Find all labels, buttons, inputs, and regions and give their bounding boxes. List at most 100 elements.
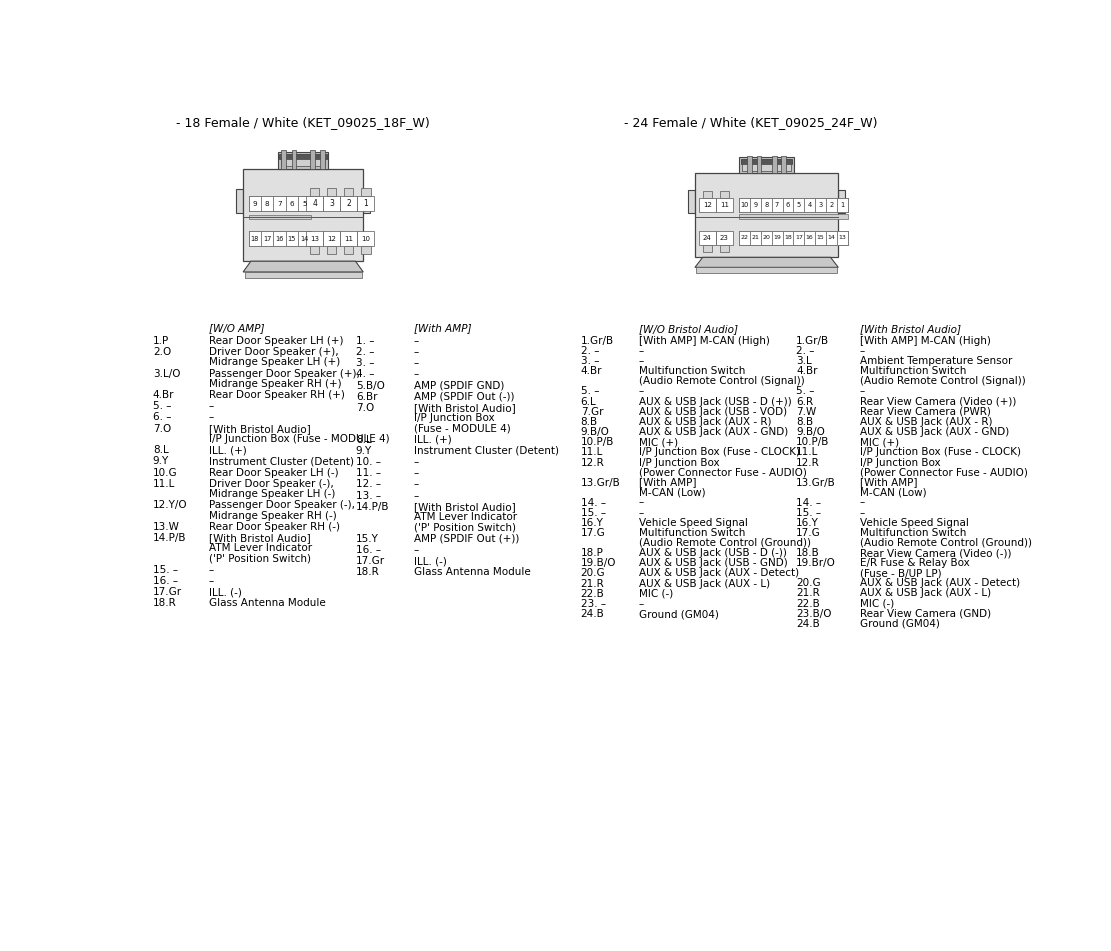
Bar	[739, 214, 848, 219]
Bar	[243, 168, 363, 262]
Text: MIC (+): MIC (+)	[639, 437, 678, 447]
Text: 11.L: 11.L	[797, 447, 819, 457]
Text: 9: 9	[753, 202, 758, 207]
Text: 5. –: 5. –	[581, 386, 599, 397]
Text: –: –	[209, 413, 214, 422]
Text: 16.Y: 16.Y	[797, 518, 819, 528]
Bar	[273, 231, 286, 246]
Text: - 18 Female / White (KET_09025_18F_W): - 18 Female / White (KET_09025_18F_W)	[177, 116, 430, 129]
Text: 13: 13	[839, 235, 847, 241]
Text: 16: 16	[276, 236, 283, 242]
Text: 14. –: 14. –	[797, 497, 821, 508]
Text: –: –	[860, 386, 864, 397]
Text: 18.R: 18.R	[153, 598, 177, 609]
Bar	[249, 196, 311, 211]
Text: 10.P/B: 10.P/B	[581, 437, 614, 447]
Bar	[281, 150, 287, 168]
Text: 9.B/O: 9.B/O	[581, 427, 610, 437]
Text: –: –	[639, 508, 644, 517]
Bar	[815, 198, 825, 212]
Text: –: –	[414, 359, 419, 368]
Text: 16.Y: 16.Y	[581, 518, 603, 528]
Bar	[237, 188, 243, 213]
Bar	[815, 231, 825, 244]
Text: 8.B: 8.B	[797, 417, 813, 427]
Text: –: –	[414, 479, 419, 490]
Text: (Audio Remote Control (Ground)): (Audio Remote Control (Ground))	[860, 538, 1032, 548]
Text: 12: 12	[328, 236, 337, 242]
Text: - 24 Female / White (KET_09025_24F_W): - 24 Female / White (KET_09025_24F_W)	[624, 116, 878, 129]
Text: 13: 13	[310, 236, 319, 242]
Text: 11. –: 11. –	[356, 468, 381, 478]
Text: [With Bristol Audio]: [With Bristol Audio]	[209, 423, 310, 434]
Bar	[358, 231, 374, 246]
Bar	[344, 188, 353, 196]
Text: [With Bristol Audio]: [With Bristol Audio]	[860, 324, 961, 335]
Bar	[761, 198, 772, 212]
Text: 5: 5	[797, 202, 801, 207]
Bar	[327, 188, 337, 196]
Text: 9.Y: 9.Y	[356, 446, 372, 456]
Text: 19.Br/O: 19.Br/O	[797, 558, 835, 569]
Text: 14.P/B: 14.P/B	[356, 502, 389, 512]
Bar	[697, 267, 837, 273]
Bar	[739, 198, 750, 212]
Text: 14: 14	[828, 235, 835, 241]
Text: 13.Gr/B: 13.Gr/B	[581, 477, 620, 488]
Text: 22.B: 22.B	[797, 598, 820, 609]
Text: 15: 15	[817, 235, 824, 241]
Text: 2. –: 2. –	[797, 346, 814, 356]
Text: Driver Door Speaker (+),: Driver Door Speaker (+),	[209, 347, 338, 357]
Text: Multifunction Switch: Multifunction Switch	[860, 528, 965, 538]
Text: 6: 6	[785, 202, 790, 207]
Text: 10. –: 10. –	[356, 457, 381, 467]
Bar	[244, 272, 362, 278]
Text: Rear View Camera (PWR): Rear View Camera (PWR)	[860, 407, 991, 417]
Text: AMP (SPDIF Out (-)): AMP (SPDIF Out (-))	[414, 392, 514, 401]
Bar	[307, 196, 323, 211]
Text: 15. –: 15. –	[797, 508, 821, 517]
Text: AUX & USB Jack (USB - D (-)): AUX & USB Jack (USB - D (-))	[639, 548, 787, 558]
Text: 24.B: 24.B	[581, 609, 604, 619]
Text: –: –	[639, 346, 644, 356]
Text: 12.R: 12.R	[581, 457, 604, 468]
Text: Instrument Cluster (Detent): Instrument Cluster (Detent)	[414, 446, 559, 456]
Text: Passenger Door Speaker (+),: Passenger Door Speaker (+),	[209, 369, 360, 378]
Text: 12: 12	[703, 202, 712, 207]
Text: I/P Junction Box: I/P Junction Box	[414, 414, 494, 423]
Text: 2.O: 2.O	[153, 347, 171, 357]
Bar	[249, 231, 261, 246]
Bar	[298, 231, 311, 246]
Bar	[298, 196, 311, 211]
Bar	[793, 231, 804, 244]
Text: [With Bristol Audio]: [With Bristol Audio]	[414, 403, 516, 413]
Bar	[361, 188, 371, 196]
Bar	[715, 231, 733, 244]
Text: E/R Fuse & Relay Box: E/R Fuse & Relay Box	[860, 558, 970, 569]
Text: ILL. (-): ILL. (-)	[209, 588, 241, 597]
Text: AUX & USB Jack (AUX - Detect): AUX & USB Jack (AUX - Detect)	[860, 578, 1020, 589]
Bar	[280, 153, 327, 160]
Text: AUX & USB Jack (AUX - Detect): AUX & USB Jack (AUX - Detect)	[639, 569, 799, 578]
Text: [With AMP]: [With AMP]	[639, 477, 697, 488]
Text: 11.L: 11.L	[581, 447, 603, 457]
Text: 5.B/O: 5.B/O	[356, 380, 384, 391]
Text: (Fuse - MODULE 4): (Fuse - MODULE 4)	[414, 423, 511, 434]
Bar	[327, 246, 337, 254]
Text: 2. –: 2. –	[581, 346, 599, 356]
Text: –: –	[414, 336, 419, 346]
Text: 14: 14	[300, 236, 309, 242]
Bar	[772, 156, 777, 173]
Text: 17.G: 17.G	[797, 528, 821, 538]
Text: 23.B/O: 23.B/O	[797, 609, 831, 619]
Bar	[772, 198, 782, 212]
Text: Multifunction Switch: Multifunction Switch	[639, 528, 745, 538]
Text: –: –	[414, 468, 419, 478]
Text: 10: 10	[361, 236, 370, 242]
Text: 8: 8	[764, 202, 769, 207]
Text: Glass Antenna Module: Glass Antenna Module	[414, 567, 531, 577]
Text: 3.L/O: 3.L/O	[153, 369, 180, 378]
Bar	[748, 156, 752, 173]
Text: 4.Br: 4.Br	[581, 366, 602, 377]
Bar	[261, 196, 273, 211]
